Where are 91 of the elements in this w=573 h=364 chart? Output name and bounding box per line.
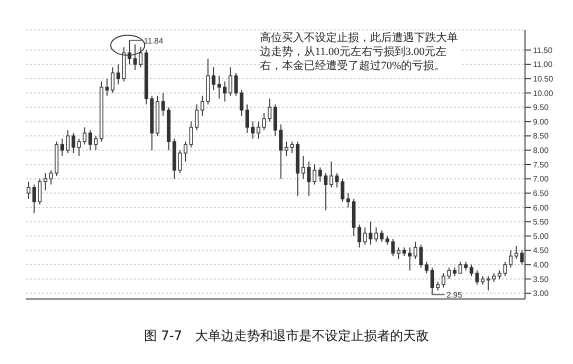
y-tick-label: 10.00 [533,88,554,98]
candlestick [307,161,311,196]
y-tick-label: 3.00 [533,289,550,298]
candlestick [77,138,81,156]
candlestick [32,184,36,214]
y-tick-label: 11.00 [533,60,553,70]
y-tick-label: 8.00 [533,146,550,156]
candlestick [217,75,221,100]
candlestick [222,81,227,102]
candlestick [133,44,137,71]
candlestick [301,155,306,180]
candlestick [486,276,490,291]
candlestick [110,66,114,94]
candlestick [256,121,260,140]
y-tick-label: 3.50 [533,274,550,284]
candlestick [419,244,423,268]
candlestick [363,226,367,246]
y-tick-label: 7.50 [533,160,550,170]
candlestick [44,172,48,191]
candlestick [105,78,109,96]
candlestick [380,230,384,242]
candlestick [330,161,334,188]
candlestick [128,40,132,65]
candlestick [194,104,199,131]
candlestick [94,135,98,151]
candlestick [49,170,53,186]
candlestick [273,104,278,136]
candlestick [200,95,204,116]
candlestick [72,132,76,154]
y-tick-label: 9.50 [533,103,550,112]
candlestick [340,178,344,202]
candlestick [116,64,120,85]
candlestick [290,141,294,154]
candlestick [424,261,428,274]
candlestick [284,141,288,156]
candlestick [60,138,64,156]
candlestick [262,112,266,131]
candlestick [374,226,378,242]
candlestick [251,121,255,140]
candlestick [508,250,513,268]
candlestick [346,192,350,208]
y-tick-label: 6.00 [533,203,550,212]
annotation: 2.95 [446,290,463,300]
annotation: 11.84 [144,36,164,46]
candlestick [82,126,86,145]
candlestick [358,224,362,248]
candlestick [475,270,479,286]
candlestick [26,181,30,200]
candlestick [234,72,238,96]
y-tick-label: 5.00 [533,232,550,241]
candlestick [396,246,400,260]
y-tick-label: 10.50 [533,74,554,84]
candlestick [38,178,42,206]
y-tick-label: 4.00 [533,260,550,270]
candlestick [470,264,474,277]
annotation: 高位买入不设定止损，此后遭遇下跌大单边走势，从11.00元左右亏损到3.00元左右，本金已经遭受了超过70%的亏损。 [260,31,460,73]
candlestick [138,46,142,68]
text: 图 7-7 大单边走势和退市是不设定止损者的天敌 [142,328,430,345]
candlestick [430,267,434,296]
candlestick [318,166,322,182]
candlestick [442,272,446,288]
y-tick-label: 6.50 [533,188,550,198]
candlestick [312,164,316,186]
candlestick [408,246,412,271]
candlestick [447,267,451,280]
candlestick [279,124,283,180]
candlestick [324,172,328,211]
candlestick [240,90,244,116]
candlestick [189,121,193,148]
y-tick-label: 5.50 [533,218,550,227]
y-tick-label: 8.50 [533,132,550,141]
candlestick [268,98,272,122]
candlestick [368,221,372,246]
candlestick [335,172,339,188]
candlestick [503,261,507,277]
candlestick [178,150,182,174]
y-tick-label: 7.00 [533,174,550,184]
candlestick [184,141,188,162]
candlestick [458,261,462,274]
candlestick [212,66,216,91]
candlestick [228,66,232,96]
candlestick [514,246,518,260]
y-tick-label: 9.00 [533,117,550,126]
candlestick [245,104,250,134]
candlestick [414,241,418,260]
y-tick-label: 11.50 [533,46,553,55]
candlestick [88,130,92,151]
candlestick [66,130,70,154]
candlestick [161,92,165,116]
candlestick [391,238,395,257]
y-tick-label: 4.50 [533,246,550,256]
